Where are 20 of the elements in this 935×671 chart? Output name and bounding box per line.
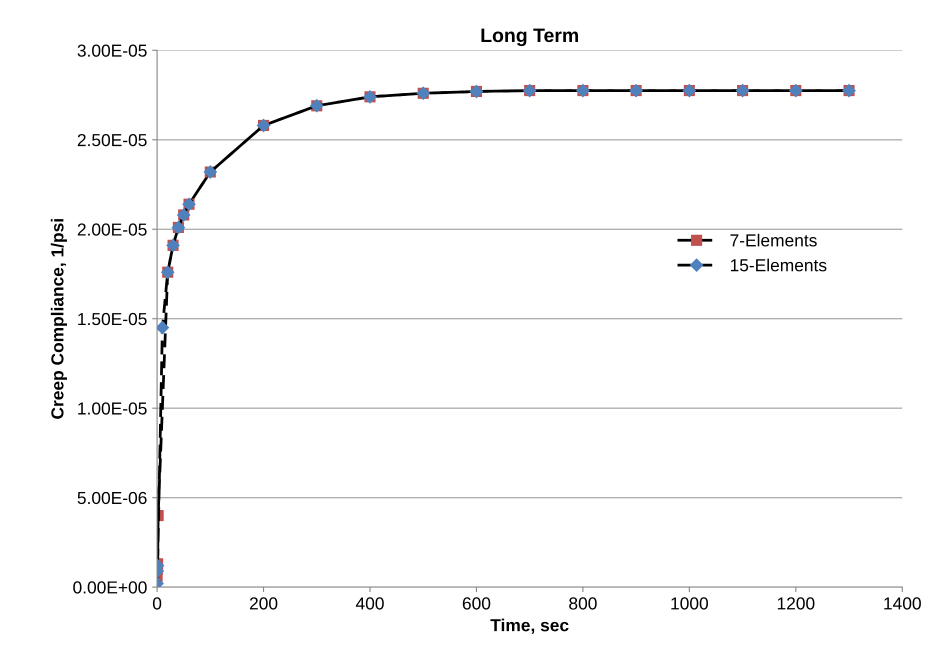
x-tick-label: 1000	[671, 597, 708, 610]
y-tick-label: 5.00E-06	[78, 492, 147, 504]
x-tick-label: 800	[569, 597, 597, 610]
chart-title: Long Term	[481, 28, 578, 46]
y-tick-label: 2.00E-05	[78, 223, 147, 236]
y-tick-label: 3.00E-05	[78, 44, 147, 57]
x-tick-label: 1400	[884, 597, 921, 610]
x-tick-label: 600	[462, 597, 490, 610]
y-tick-label: 1.50E-05	[78, 312, 147, 326]
x-axis-title: Time, sec	[490, 618, 569, 634]
y-tick-label: 0.00E+00	[73, 581, 147, 594]
y-axis-title: Creep Compliance, 1/psi	[50, 219, 67, 419]
y-tick-label: 2.50E-05	[78, 134, 147, 146]
y-tick-label: 1.00E-05	[78, 402, 147, 415]
legend-label: 15-Elements	[730, 258, 826, 272]
x-tick-label: 0	[152, 597, 162, 610]
legend-label: 7-Elements	[730, 234, 817, 247]
x-tick-label: 1200	[778, 597, 814, 610]
x-tick-label: 200	[250, 597, 278, 610]
x-tick-label: 400	[356, 597, 384, 610]
